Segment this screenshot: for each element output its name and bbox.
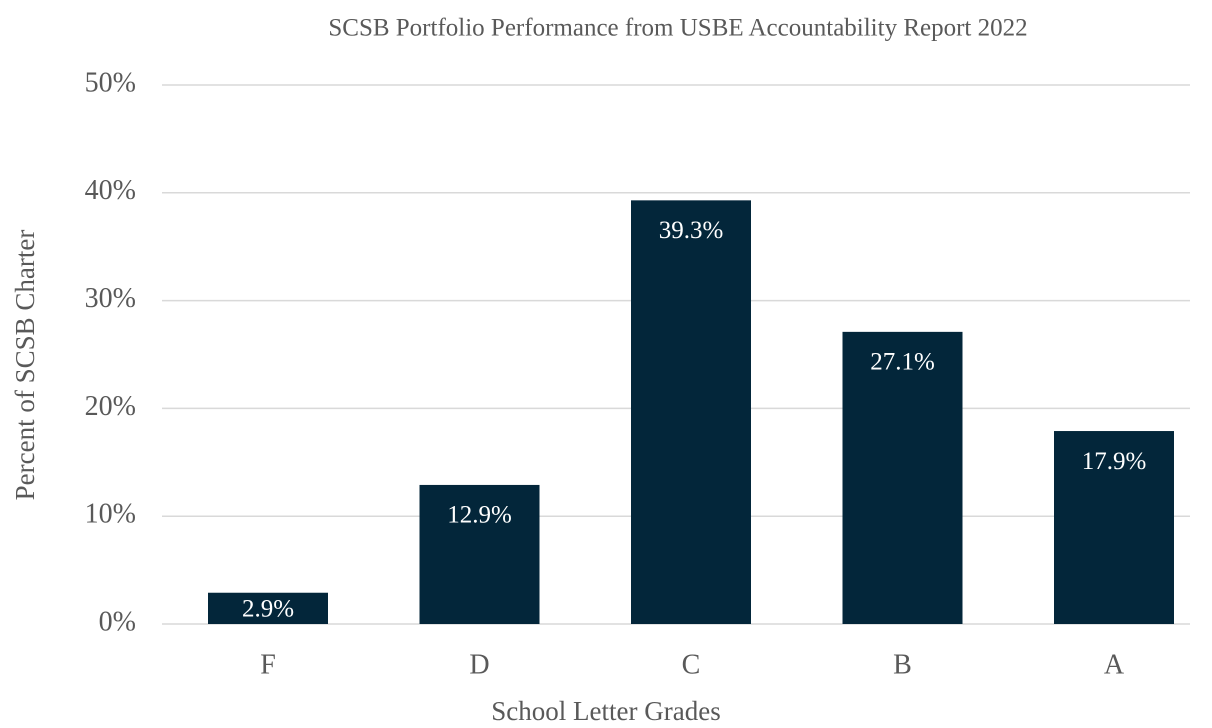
x-tick-label: F [260, 649, 276, 680]
data-label: 39.3% [659, 217, 724, 244]
y-tick-label: 0% [99, 606, 136, 637]
bar [842, 331, 963, 624]
chart-title: SCSB Portfolio Performance from USBE Acc… [328, 15, 1027, 42]
y-tick-label: 50% [85, 67, 136, 98]
y-tick-label: 40% [85, 175, 136, 206]
y-tick-label: 20% [85, 391, 136, 422]
y-tick-label: 30% [85, 283, 136, 314]
bar [1054, 431, 1174, 624]
y-axis-label: Percent of SCSB Charter [10, 230, 40, 501]
bar [419, 484, 540, 624]
x-tick-label: A [1104, 649, 1125, 680]
x-tick-label: B [893, 649, 912, 680]
x-tick-label: D [469, 649, 489, 680]
data-label: 2.9% [242, 596, 294, 623]
bar [208, 592, 328, 624]
y-tick-label: 10% [85, 499, 136, 530]
data-label: 27.1% [870, 349, 935, 376]
bar [631, 200, 751, 624]
x-tick-label: C [682, 649, 701, 680]
data-label: 12.9% [447, 502, 512, 529]
x-axis-label: School Letter Grades [491, 696, 720, 726]
data-label: 17.9% [1082, 448, 1147, 475]
